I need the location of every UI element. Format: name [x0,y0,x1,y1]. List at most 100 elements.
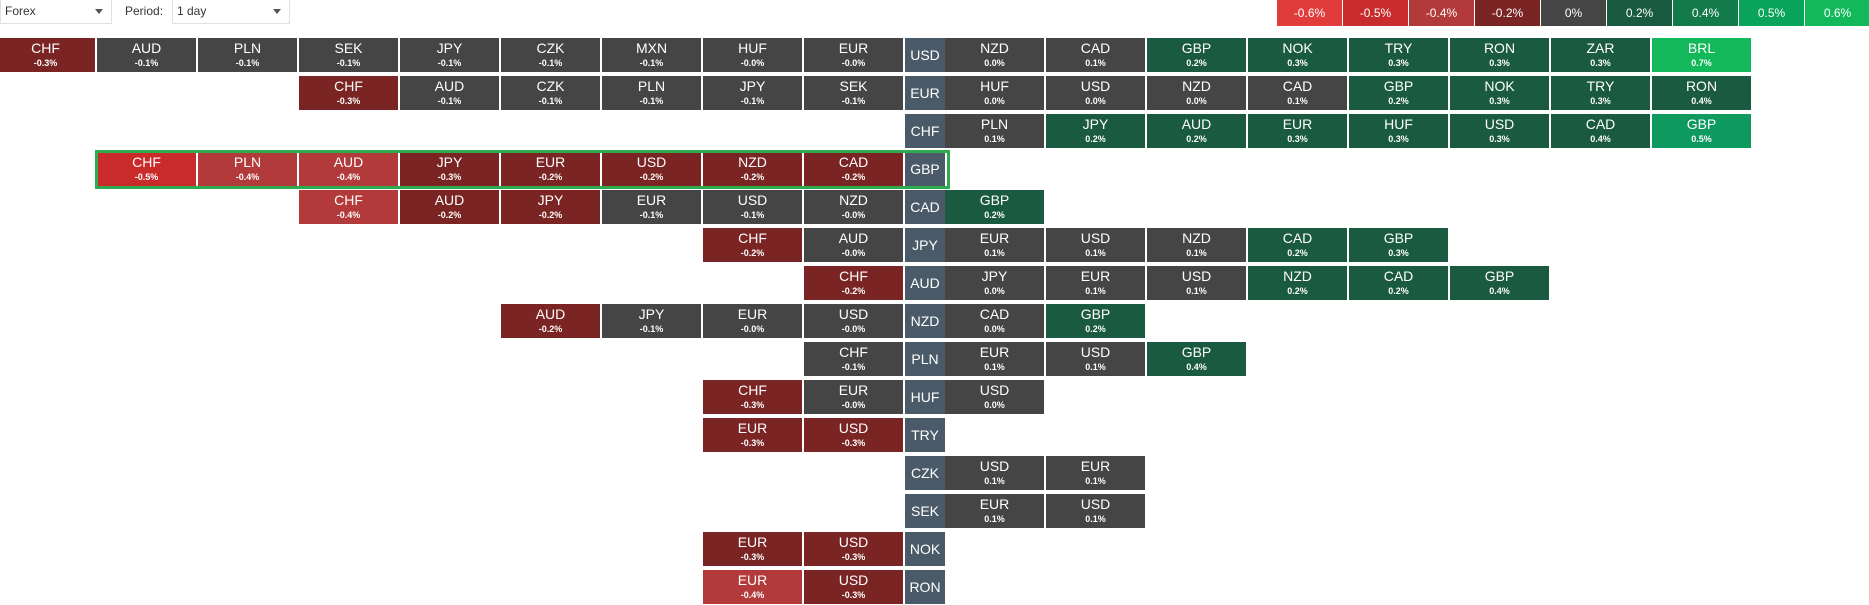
pair-cell-brl[interactable]: BRL 0.7% [1652,38,1752,73]
pair-cell-cad[interactable]: CAD 0.2% [1248,228,1348,263]
market-select[interactable]: Forex [0,0,112,24]
base-currency-eur[interactable]: EUR [905,76,945,111]
pair-cell-eur[interactable]: EUR 0.1% [945,342,1045,377]
pair-cell-sek[interactable]: SEK -0.1% [804,76,904,111]
pair-cell-cad[interactable]: CAD 0.4% [1551,114,1651,149]
pair-cell-usd[interactable]: USD -0.3% [804,532,904,567]
pair-cell-usd[interactable]: USD 0.0% [945,380,1045,415]
pair-cell-nzd[interactable]: NZD -0.2% [703,152,803,187]
pair-cell-czk[interactable]: CZK -0.1% [501,76,601,111]
pair-cell-aud[interactable]: AUD -0.2% [501,304,601,339]
pair-cell-usd[interactable]: USD -0.3% [804,570,904,605]
pair-cell-chf[interactable]: CHF -0.4% [299,190,399,225]
pair-cell-cad[interactable]: CAD 0.0% [945,304,1045,339]
base-currency-nok[interactable]: NOK [905,532,945,567]
base-currency-aud[interactable]: AUD [905,266,945,301]
pair-cell-usd[interactable]: USD 0.1% [1147,266,1247,301]
pair-cell-try[interactable]: TRY 0.3% [1349,38,1449,73]
pair-cell-jpy[interactable]: JPY -0.2% [501,190,601,225]
pair-cell-cad[interactable]: CAD 0.1% [1046,38,1146,73]
pair-cell-pln[interactable]: PLN -0.1% [602,76,702,111]
pair-cell-czk[interactable]: CZK -0.1% [501,38,601,73]
base-currency-pln[interactable]: PLN [905,342,945,377]
pair-cell-chf[interactable]: CHF -0.2% [703,228,803,263]
pair-cell-gbp[interactable]: GBP 0.5% [1652,114,1752,149]
pair-cell-chf[interactable]: CHF -0.1% [804,342,904,377]
base-currency-ron[interactable]: RON [905,570,945,605]
pair-cell-usd[interactable]: USD -0.2% [602,152,702,187]
base-currency-try[interactable]: TRY [905,418,945,453]
pair-cell-nok[interactable]: NOK 0.3% [1450,76,1550,111]
base-currency-nzd[interactable]: NZD [905,304,945,339]
pair-cell-gbp[interactable]: GBP 0.3% [1349,228,1449,263]
pair-cell-aud[interactable]: AUD -0.4% [299,152,399,187]
pair-cell-usd[interactable]: USD 0.3% [1450,114,1550,149]
pair-cell-chf[interactable]: CHF -0.3% [703,380,803,415]
pair-cell-eur[interactable]: EUR -0.4% [703,570,803,605]
pair-cell-chf[interactable]: CHF -0.5% [97,152,197,187]
pair-cell-jpy[interactable]: JPY -0.1% [602,304,702,339]
pair-cell-huf[interactable]: HUF 0.0% [945,76,1045,111]
pair-cell-huf[interactable]: HUF 0.3% [1349,114,1449,149]
pair-cell-jpy[interactable]: JPY -0.3% [400,152,500,187]
pair-cell-eur[interactable]: EUR 0.1% [1046,266,1146,301]
pair-cell-aud[interactable]: AUD -0.0% [804,228,904,263]
pair-cell-aud[interactable]: AUD 0.2% [1147,114,1247,149]
pair-cell-usd[interactable]: USD 0.0% [1046,76,1146,111]
pair-cell-try[interactable]: TRY 0.3% [1551,76,1651,111]
pair-cell-ron[interactable]: RON 0.3% [1450,38,1550,73]
pair-cell-eur[interactable]: EUR -0.1% [602,190,702,225]
pair-cell-jpy[interactable]: JPY 0.0% [945,266,1045,301]
base-currency-gbp[interactable]: GBP [905,152,945,187]
pair-cell-aud[interactable]: AUD -0.1% [400,76,500,111]
pair-cell-nzd[interactable]: NZD 0.0% [1147,76,1247,111]
pair-cell-gbp[interactable]: GBP 0.2% [945,190,1045,225]
pair-cell-eur[interactable]: EUR -0.0% [804,380,904,415]
period-select[interactable]: 1 day [172,0,290,24]
pair-cell-huf[interactable]: HUF -0.0% [703,38,803,73]
pair-cell-nzd[interactable]: NZD 0.2% [1248,266,1348,301]
base-currency-jpy[interactable]: JPY [905,228,945,263]
pair-cell-usd[interactable]: USD -0.1% [703,190,803,225]
pair-cell-eur[interactable]: EUR -0.3% [703,418,803,453]
pair-cell-jpy[interactable]: JPY -0.1% [703,76,803,111]
pair-cell-jpy[interactable]: JPY -0.1% [400,38,500,73]
pair-cell-usd[interactable]: USD 0.1% [1046,228,1146,263]
pair-cell-nzd[interactable]: NZD 0.0% [945,38,1045,73]
pair-cell-usd[interactable]: USD -0.3% [804,418,904,453]
pair-cell-eur[interactable]: EUR -0.0% [804,38,904,73]
pair-cell-usd[interactable]: USD -0.0% [804,304,904,339]
pair-cell-eur[interactable]: EUR 0.1% [945,494,1045,529]
pair-cell-chf[interactable]: CHF -0.3% [0,38,96,73]
pair-cell-eur[interactable]: EUR -0.0% [703,304,803,339]
pair-cell-gbp[interactable]: GBP 0.4% [1147,342,1247,377]
pair-cell-aud[interactable]: AUD -0.2% [400,190,500,225]
pair-cell-ron[interactable]: RON 0.4% [1652,76,1752,111]
base-currency-cad[interactable]: CAD [905,190,945,225]
base-currency-usd[interactable]: USD [905,38,945,73]
pair-cell-aud[interactable]: AUD -0.1% [97,38,197,73]
pair-cell-mxn[interactable]: MXN -0.1% [602,38,702,73]
pair-cell-eur[interactable]: EUR 0.1% [945,228,1045,263]
pair-cell-usd[interactable]: USD 0.1% [945,456,1045,491]
pair-cell-gbp[interactable]: GBP 0.2% [1349,76,1449,111]
pair-cell-sek[interactable]: SEK -0.1% [299,38,399,73]
pair-cell-pln[interactable]: PLN -0.4% [198,152,298,187]
pair-cell-eur[interactable]: EUR -0.3% [703,532,803,567]
pair-cell-cad[interactable]: CAD 0.1% [1248,76,1348,111]
pair-cell-cad[interactable]: CAD -0.2% [804,152,904,187]
base-currency-chf[interactable]: CHF [905,114,945,149]
pair-cell-nzd[interactable]: NZD 0.1% [1147,228,1247,263]
pair-cell-zar[interactable]: ZAR 0.3% [1551,38,1651,73]
pair-cell-nzd[interactable]: NZD -0.0% [804,190,904,225]
base-currency-czk[interactable]: CZK [905,456,945,491]
pair-cell-pln[interactable]: PLN 0.1% [945,114,1045,149]
pair-cell-pln[interactable]: PLN -0.1% [198,38,298,73]
base-currency-huf[interactable]: HUF [905,380,945,415]
pair-cell-usd[interactable]: USD 0.1% [1046,494,1146,529]
pair-cell-eur[interactable]: EUR 0.1% [1046,456,1146,491]
pair-cell-gbp[interactable]: GBP 0.2% [1046,304,1146,339]
pair-cell-usd[interactable]: USD 0.1% [1046,342,1146,377]
pair-cell-jpy[interactable]: JPY 0.2% [1046,114,1146,149]
pair-cell-eur[interactable]: EUR 0.3% [1248,114,1348,149]
